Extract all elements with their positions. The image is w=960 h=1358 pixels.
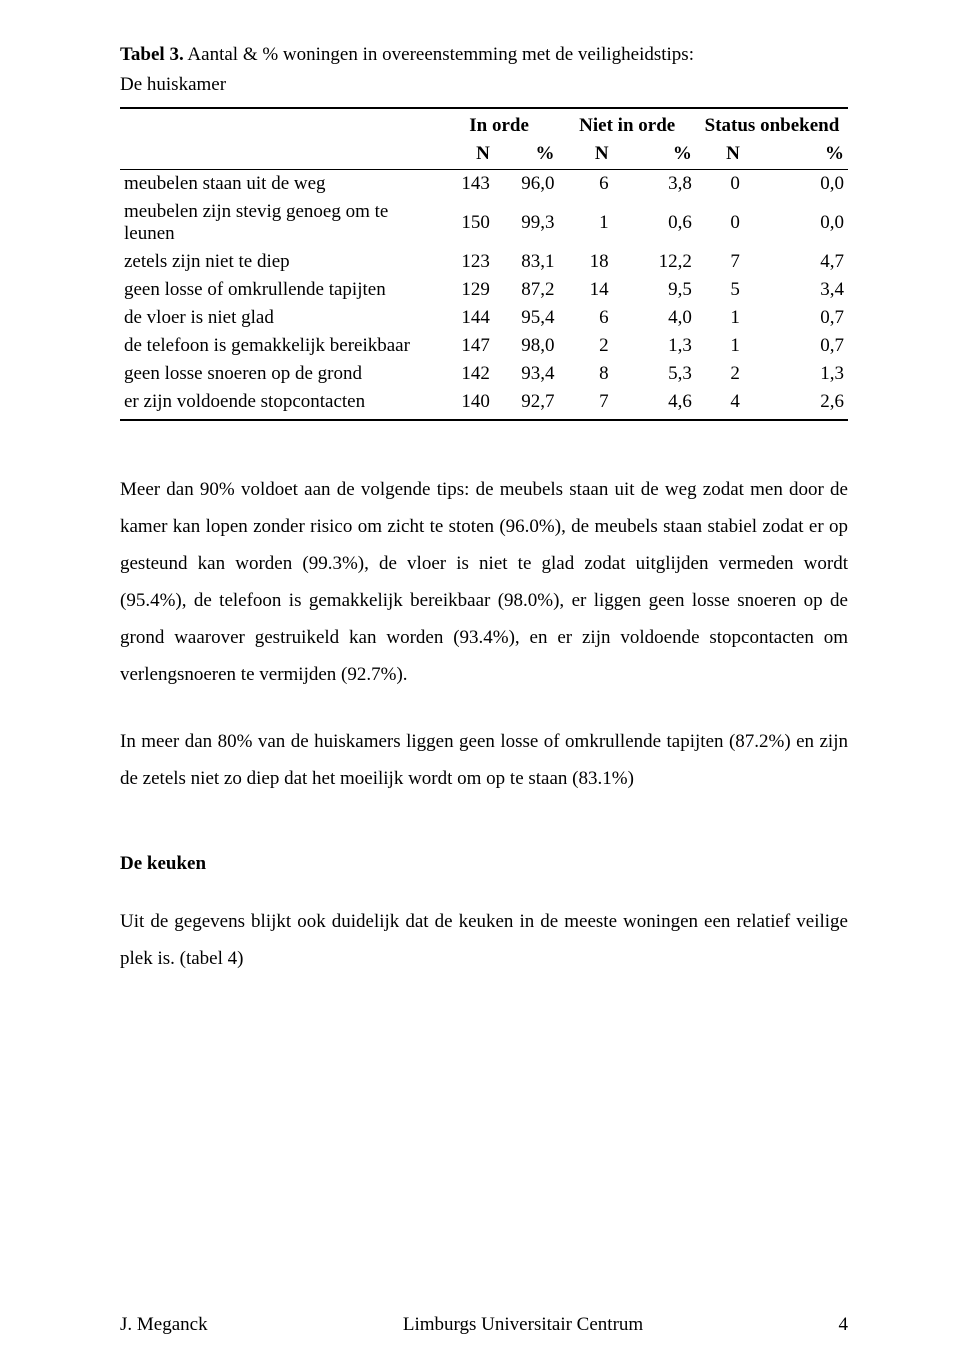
- row-label: geen losse of omkrullende tapijten: [120, 276, 440, 304]
- subhead: N: [696, 140, 744, 170]
- cell: 6: [558, 169, 612, 198]
- subhead: N: [558, 140, 612, 170]
- table-row: er zijn voldoende stopcontacten 140 92,7…: [120, 388, 848, 420]
- cell: 1: [696, 332, 744, 360]
- cell: 9,5: [613, 276, 696, 304]
- subhead: N: [440, 140, 494, 170]
- row-label: de vloer is niet glad: [120, 304, 440, 332]
- paragraph-2: In meer dan 80% van de huiskamers liggen…: [120, 723, 848, 797]
- cell: 0,0: [744, 198, 848, 248]
- col-group-status-onbekend: Status onbekend: [696, 108, 848, 140]
- table-row: zetels zijn niet te diep 123 83,1 18 12,…: [120, 248, 848, 276]
- cell: 143: [440, 169, 494, 198]
- cell: 3,8: [613, 169, 696, 198]
- cell: 96,0: [494, 169, 559, 198]
- cell: 147: [440, 332, 494, 360]
- cell: 4,6: [613, 388, 696, 420]
- cell: 7: [696, 248, 744, 276]
- table-row: de telefoon is gemakkelijk bereikbaar 14…: [120, 332, 848, 360]
- cell: 1,3: [744, 360, 848, 388]
- caption-prefix: Tabel 3.: [120, 44, 184, 65]
- row-label: meubelen zijn stevig genoeg om te leunen: [120, 198, 440, 248]
- footer-author: J. Meganck: [120, 1314, 208, 1336]
- cell: 142: [440, 360, 494, 388]
- cell: 129: [440, 276, 494, 304]
- cell: 1: [558, 198, 612, 248]
- cell: 2,6: [744, 388, 848, 420]
- cell: 98,0: [494, 332, 559, 360]
- paragraph-3: Uit de gegevens blijkt ook duidelijk dat…: [120, 903, 848, 977]
- cell: 12,2: [613, 248, 696, 276]
- footer-center: Limburgs Universitair Centrum: [403, 1314, 643, 1336]
- subhead: %: [494, 140, 559, 170]
- subhead: %: [744, 140, 848, 170]
- cell: 2: [558, 332, 612, 360]
- cell: 144: [440, 304, 494, 332]
- cell: 4,0: [613, 304, 696, 332]
- subhead: %: [613, 140, 696, 170]
- cell: 3,4: [744, 276, 848, 304]
- cell: 99,3: [494, 198, 559, 248]
- data-table: In orde Niet in orde Status onbekend N %…: [120, 107, 848, 421]
- cell: 18: [558, 248, 612, 276]
- cell: 4: [696, 388, 744, 420]
- cell: 4,7: [744, 248, 848, 276]
- row-label: meubelen staan uit de weg: [120, 169, 440, 198]
- cell: 93,4: [494, 360, 559, 388]
- table-header-sub: N % N % N %: [120, 140, 848, 170]
- table-row: meubelen zijn stevig genoeg om te leunen…: [120, 198, 848, 248]
- cell: 0: [696, 198, 744, 248]
- cell: 83,1: [494, 248, 559, 276]
- table-caption: Tabel 3. Aantal & % woningen in overeens…: [120, 40, 848, 101]
- cell: 7: [558, 388, 612, 420]
- page-footer: J. Meganck Limburgs Universitair Centrum…: [120, 1314, 848, 1336]
- caption-rest: Aantal & % woningen in overeenstemming m…: [184, 44, 694, 65]
- paragraph-1: Meer dan 90% voldoet aan de volgende tip…: [120, 471, 848, 693]
- table-row: geen losse of omkrullende tapijten 129 8…: [120, 276, 848, 304]
- cell: 95,4: [494, 304, 559, 332]
- cell: 5,3: [613, 360, 696, 388]
- cell: 6: [558, 304, 612, 332]
- cell: 8: [558, 360, 612, 388]
- cell: 87,2: [494, 276, 559, 304]
- cell: 0,7: [744, 304, 848, 332]
- row-label: de telefoon is gemakkelijk bereikbaar: [120, 332, 440, 360]
- table-row: geen losse snoeren op de grond 142 93,4 …: [120, 360, 848, 388]
- cell: 0,7: [744, 332, 848, 360]
- col-group-in-orde: In orde: [440, 108, 559, 140]
- table-header-groups: In orde Niet in orde Status onbekend: [120, 108, 848, 140]
- cell: 150: [440, 198, 494, 248]
- cell: 0,0: [744, 169, 848, 198]
- cell: 92,7: [494, 388, 559, 420]
- row-label: er zijn voldoende stopcontacten: [120, 388, 440, 420]
- cell: 14: [558, 276, 612, 304]
- cell: 5: [696, 276, 744, 304]
- cell: 2: [696, 360, 744, 388]
- section-heading-keuken: De keuken: [120, 853, 848, 875]
- row-label: geen losse snoeren op de grond: [120, 360, 440, 388]
- cell: 1: [696, 304, 744, 332]
- col-group-niet-in-orde: Niet in orde: [558, 108, 695, 140]
- cell: 123: [440, 248, 494, 276]
- caption-line2: De huiskamer: [120, 74, 226, 95]
- table-row: meubelen staan uit de weg 143 96,0 6 3,8…: [120, 169, 848, 198]
- cell: 1,3: [613, 332, 696, 360]
- cell: 0: [696, 169, 744, 198]
- row-label: zetels zijn niet te diep: [120, 248, 440, 276]
- cell: 140: [440, 388, 494, 420]
- footer-page-number: 4: [838, 1314, 848, 1336]
- table-row: de vloer is niet glad 144 95,4 6 4,0 1 0…: [120, 304, 848, 332]
- cell: 0,6: [613, 198, 696, 248]
